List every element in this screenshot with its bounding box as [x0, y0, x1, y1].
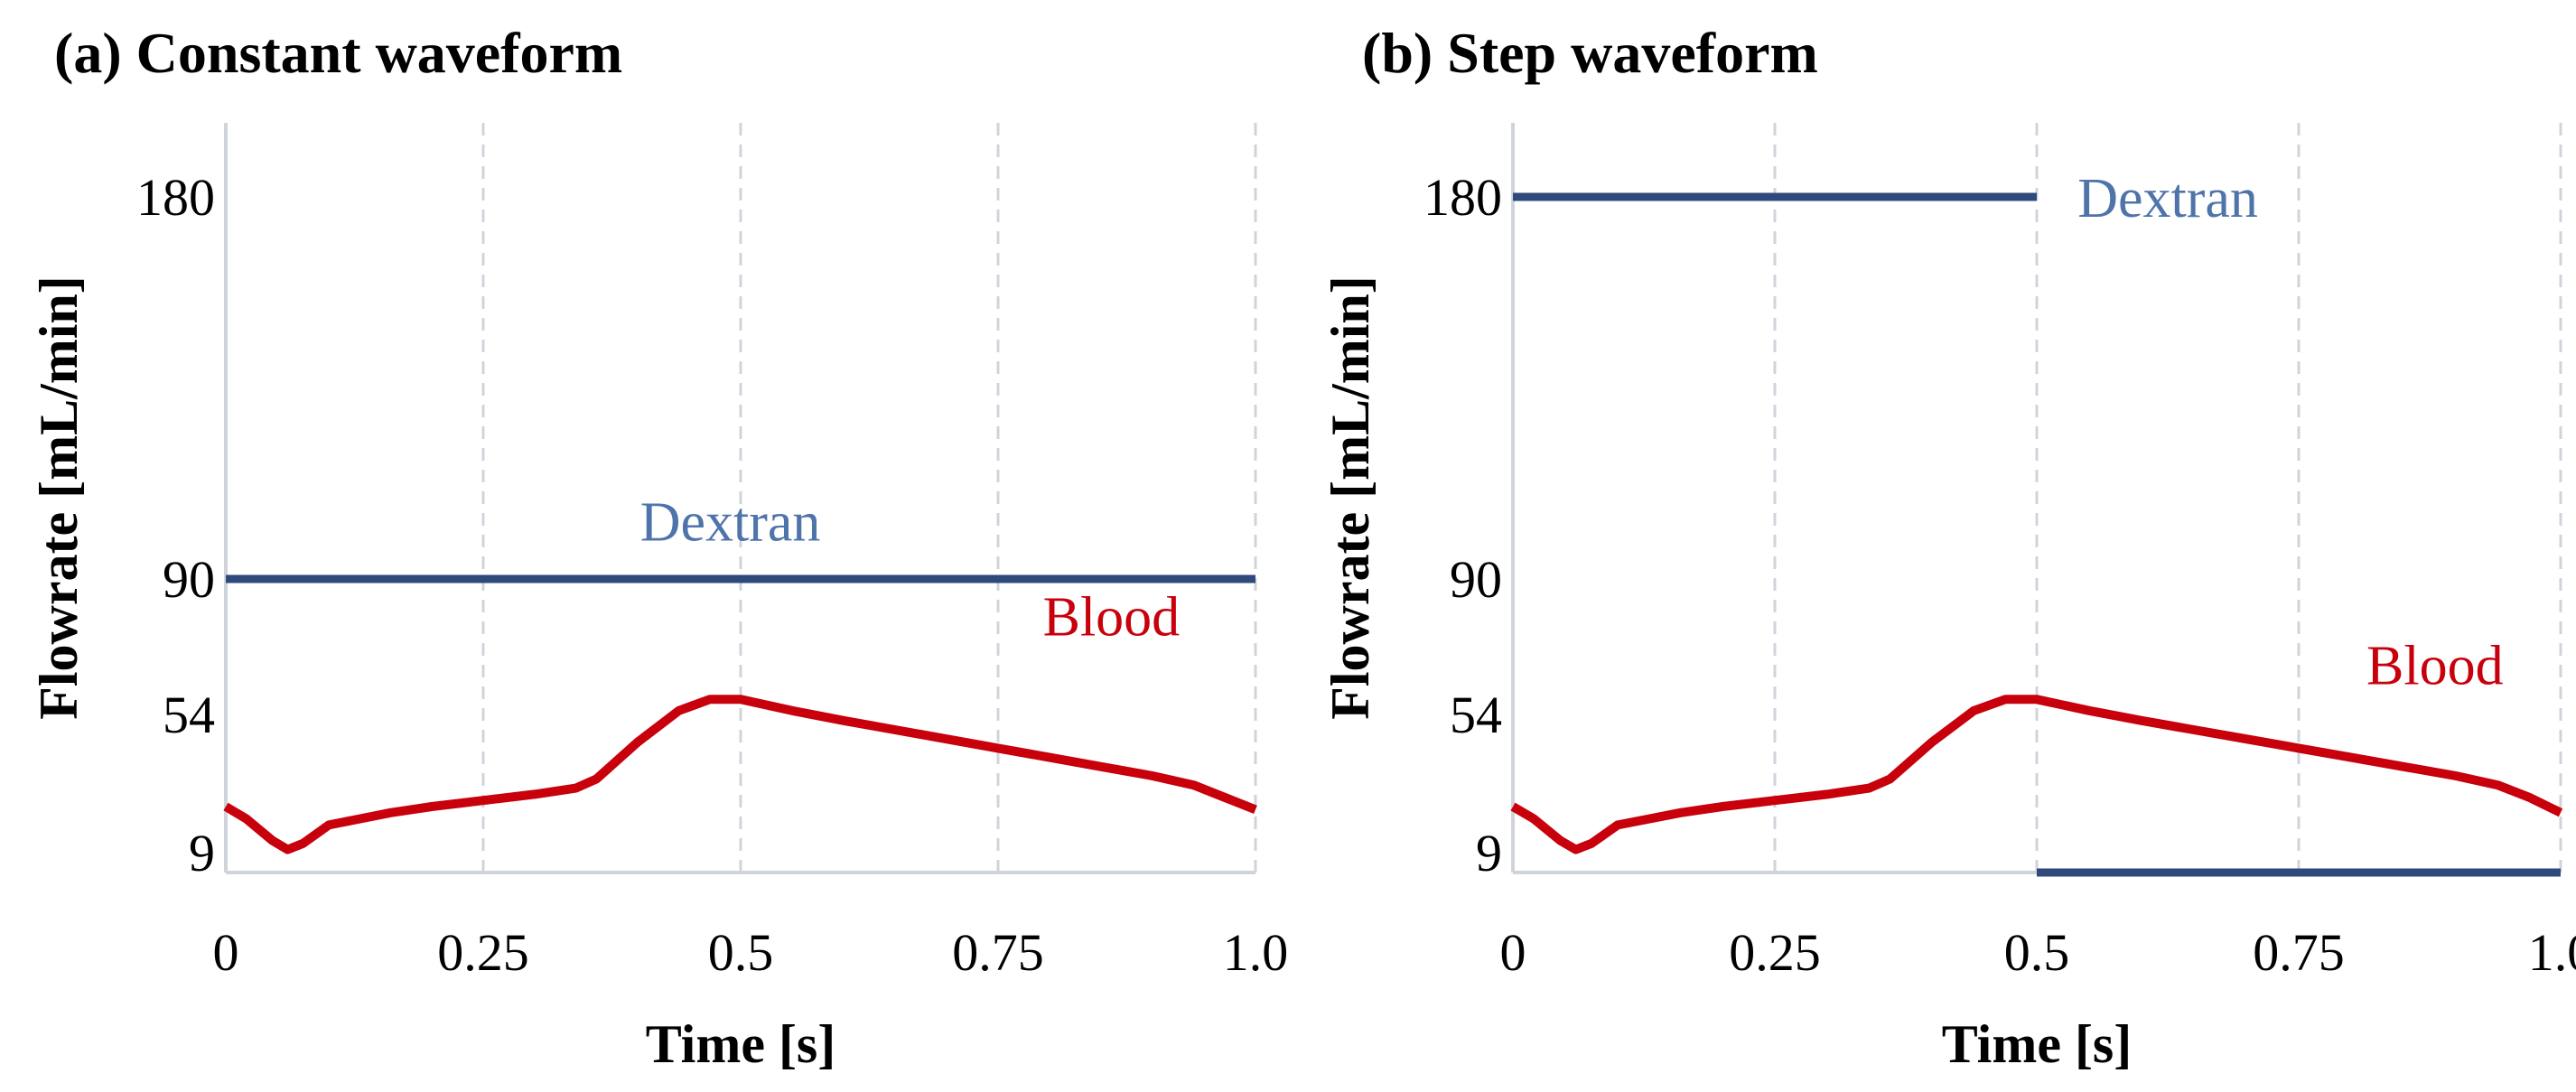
x-tick-label: 1.0	[1223, 923, 1289, 982]
y-axis-label: Flowrate [mL/min]	[29, 275, 89, 720]
chart-panel-b: 9 54 90 180 0 0.25 0.5 0.75 1.0 Time [s] Flowrate …	[1321, 123, 2576, 1074]
x-tick-label: 0.5	[708, 923, 774, 982]
x-axis-label: Time [s]	[1942, 1014, 2133, 1074]
y-tick-label: 54	[163, 686, 215, 744]
x-tick-label: 0.25	[437, 923, 529, 982]
chart-panel-a: 9 54 90 180 0 0.25 0.5 0.75 1.0 Time [s] Flowrate …	[29, 123, 1288, 1074]
y-tick-label: 180	[1423, 168, 1502, 227]
series-label-dextran: Dextran	[640, 492, 821, 554]
y-tick-label: 90	[163, 550, 215, 609]
y-axis-label: Flowrate [mL/min]	[1321, 275, 1380, 720]
x-tick-label: 0	[213, 923, 239, 982]
x-tick-label: 0.75	[952, 923, 1044, 982]
x-tick-label: 1.0	[2528, 923, 2576, 982]
series-label-blood: Blood	[2366, 636, 2504, 697]
x-tick-label: 0.5	[2004, 923, 2070, 982]
y-tick-label: 90	[1450, 550, 1502, 609]
series-label-blood: Blood	[1043, 587, 1181, 649]
y-tick-label: 54	[1450, 686, 1502, 744]
x-tick-label: 0.25	[1729, 923, 1821, 982]
series-line-blood	[1510, 695, 2563, 854]
panel-b-title: (b) Step waveform	[1362, 21, 1818, 85]
series-label-dextran: Dextran	[2077, 168, 2258, 229]
panel-a-title: (a) Constant waveform	[54, 21, 623, 85]
series-line-blood	[223, 695, 1257, 854]
x-tick-label: 0	[1500, 923, 1526, 982]
x-axis-label: Time [s]	[646, 1014, 836, 1074]
y-tick-label: 180	[136, 168, 215, 227]
y-tick-label: 9	[1476, 824, 1502, 882]
x-tick-label: 0.75	[2253, 923, 2345, 982]
y-tick-label: 9	[189, 824, 215, 882]
